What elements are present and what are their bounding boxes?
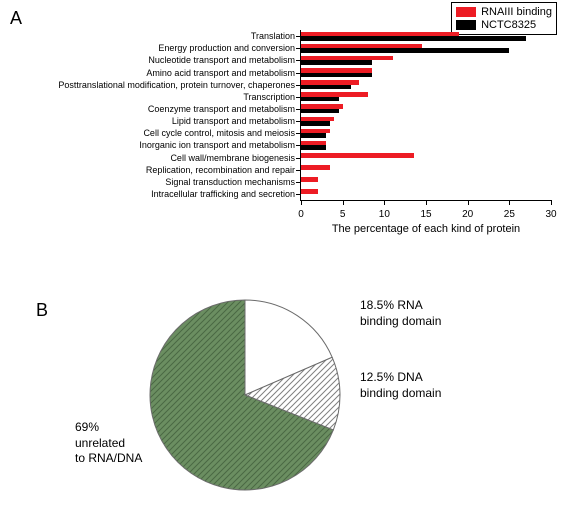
pie-label-line: 69% bbox=[75, 420, 142, 436]
bar bbox=[301, 48, 509, 53]
pie-label-line: unrelated bbox=[75, 436, 142, 452]
legend-item: RNAIII binding bbox=[456, 6, 552, 18]
x-tick-label: 20 bbox=[462, 209, 473, 220]
y-tick bbox=[296, 158, 301, 159]
category-label: Inorganic ion transport and metabolism bbox=[139, 141, 295, 150]
y-tick bbox=[296, 182, 301, 183]
pie-svg bbox=[0, 290, 567, 505]
x-tick bbox=[384, 200, 385, 205]
category-label: Intracellular trafficking and secretion bbox=[151, 190, 295, 199]
bar bbox=[301, 60, 372, 65]
bar bbox=[301, 121, 330, 126]
y-tick bbox=[296, 170, 301, 171]
x-tick-label: 10 bbox=[379, 209, 390, 220]
legend-swatch-nctc bbox=[456, 20, 476, 30]
plot-area: The percentage of each kind of protein 0… bbox=[300, 30, 551, 201]
category-label: Energy production and conversion bbox=[158, 44, 295, 53]
bar bbox=[301, 133, 326, 138]
pie-label-line: binding domain bbox=[360, 386, 441, 402]
bar bbox=[301, 165, 330, 170]
category-label: Posttranslational modification, protein … bbox=[58, 81, 295, 90]
pie-slice-label: 18.5% RNAbinding domain bbox=[360, 298, 441, 329]
bar bbox=[301, 189, 318, 194]
pie-slice-label: 69%unrelatedto RNA/DNA bbox=[75, 420, 142, 467]
pie-slice-label: 12.5% DNAbinding domain bbox=[360, 370, 441, 401]
pie-chart bbox=[0, 290, 567, 505]
category-label: Replication, recombination and repair bbox=[146, 166, 295, 175]
category-label: Nucleotide transport and metabolism bbox=[148, 56, 295, 65]
pie-label-line: 18.5% RNA bbox=[360, 298, 441, 314]
bar bbox=[301, 177, 318, 182]
category-label: Lipid transport and metabolism bbox=[172, 117, 295, 126]
legend-label: RNAIII binding bbox=[481, 6, 552, 18]
x-axis-label: The percentage of each kind of protein bbox=[332, 223, 520, 235]
bar bbox=[301, 109, 339, 114]
category-label: Translation bbox=[251, 32, 295, 41]
pie-label-line: to RNA/DNA bbox=[75, 451, 142, 467]
panel-a-label: A bbox=[10, 8, 22, 29]
bar bbox=[301, 85, 351, 90]
category-label: Amino acid transport and metabolism bbox=[146, 69, 295, 78]
pie-label-line: 12.5% DNA bbox=[360, 370, 441, 386]
x-tick bbox=[551, 200, 552, 205]
x-tick bbox=[509, 200, 510, 205]
x-tick-label: 15 bbox=[420, 209, 431, 220]
category-label: Cell wall/membrane biogenesis bbox=[170, 154, 295, 163]
x-tick-label: 0 bbox=[298, 209, 304, 220]
bar bbox=[301, 153, 414, 158]
x-tick-label: 5 bbox=[340, 209, 346, 220]
x-tick-label: 30 bbox=[545, 209, 556, 220]
bar bbox=[301, 145, 326, 150]
bar bbox=[301, 36, 526, 41]
bar-chart: The percentage of each kind of protein 0… bbox=[40, 30, 550, 220]
category-label: Signal transduction mechanisms bbox=[165, 178, 295, 187]
x-tick bbox=[301, 200, 302, 205]
legend-swatch-rnaiii bbox=[456, 7, 476, 17]
category-label: Cell cycle control, mitosis and meiosis bbox=[143, 129, 295, 138]
category-label: Coenzyme transport and metabolism bbox=[148, 105, 295, 114]
pie-label-line: binding domain bbox=[360, 314, 441, 330]
y-tick bbox=[296, 194, 301, 195]
x-tick-label: 25 bbox=[504, 209, 515, 220]
x-tick bbox=[468, 200, 469, 205]
x-tick bbox=[426, 200, 427, 205]
bar bbox=[301, 73, 372, 78]
bar bbox=[301, 97, 339, 102]
category-label: Transcription bbox=[243, 93, 295, 102]
x-tick bbox=[343, 200, 344, 205]
